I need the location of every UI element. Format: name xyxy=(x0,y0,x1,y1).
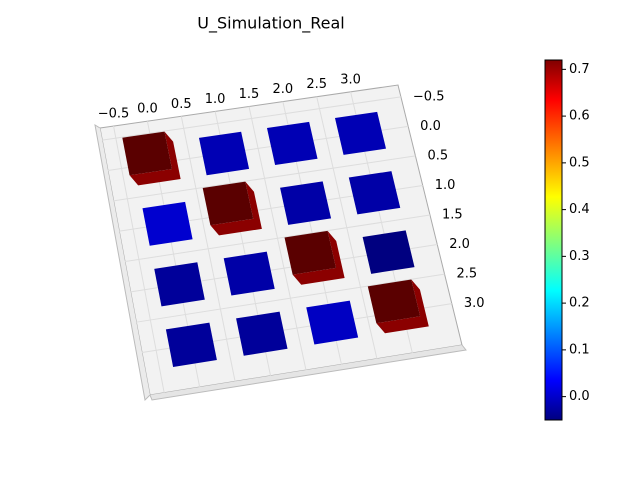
y-tick-label: −0.5 xyxy=(413,89,445,104)
y-tick-label: 2.5 xyxy=(457,267,478,282)
bottom-pane xyxy=(149,344,467,401)
y-tick-label: 3.0 xyxy=(464,296,485,311)
x-tick-label: 2.0 xyxy=(273,82,294,97)
bar xyxy=(367,279,421,324)
bar xyxy=(284,230,336,275)
y-tick-label: 2.0 xyxy=(449,237,470,252)
bar xyxy=(348,171,401,215)
grid-line xyxy=(124,214,431,262)
bar xyxy=(236,311,288,356)
bar xyxy=(362,230,415,274)
colorbar-tick-label: 0.6 xyxy=(569,109,590,124)
chart-title: U_Simulation_Real xyxy=(197,14,344,34)
x-tick-label: 2.5 xyxy=(306,77,327,92)
grid-line xyxy=(113,155,416,202)
colorbar-tick-label: 0.1 xyxy=(569,342,590,357)
colorbar-tick-label: 0.5 xyxy=(569,155,590,170)
bar-side xyxy=(210,181,262,236)
x-tick-label: 0.5 xyxy=(171,97,192,112)
bar xyxy=(198,131,250,176)
colorbar-tick-label: 0.0 xyxy=(569,389,590,404)
bar-side xyxy=(129,131,181,186)
x-tick-label: 1.0 xyxy=(205,92,226,107)
y-tick-label: 0.0 xyxy=(420,119,441,134)
colorbar-tick-label: 0.4 xyxy=(569,202,590,217)
colorbar-tick-label: 0.7 xyxy=(569,62,590,77)
y-tick-label: 0.5 xyxy=(427,148,448,163)
grid-line xyxy=(136,273,445,323)
bar xyxy=(306,300,359,345)
x-tick-label: −0.5 xyxy=(98,107,130,122)
x-tick-label: 3.0 xyxy=(340,72,361,87)
x-tick-label: 0.0 xyxy=(137,102,158,117)
y-tick-label: 1.5 xyxy=(442,208,463,223)
bar xyxy=(202,181,254,226)
bar xyxy=(223,251,275,296)
colorbar-tick-label: 0.2 xyxy=(569,296,590,311)
colorbar-tick-label: 0.3 xyxy=(569,249,590,264)
bar xyxy=(142,201,193,246)
y-tick-label: 1.0 xyxy=(435,178,456,193)
bar xyxy=(280,181,332,225)
bar xyxy=(266,121,318,166)
side-pane xyxy=(94,124,151,402)
bar xyxy=(122,131,172,176)
bar xyxy=(165,322,217,367)
x-tick-label: 1.5 xyxy=(239,87,260,102)
bar xyxy=(154,262,205,307)
colorbar xyxy=(544,59,563,421)
bar-side xyxy=(292,230,345,285)
bar-side xyxy=(376,279,429,334)
grid-line xyxy=(102,96,401,141)
bar xyxy=(334,111,386,155)
